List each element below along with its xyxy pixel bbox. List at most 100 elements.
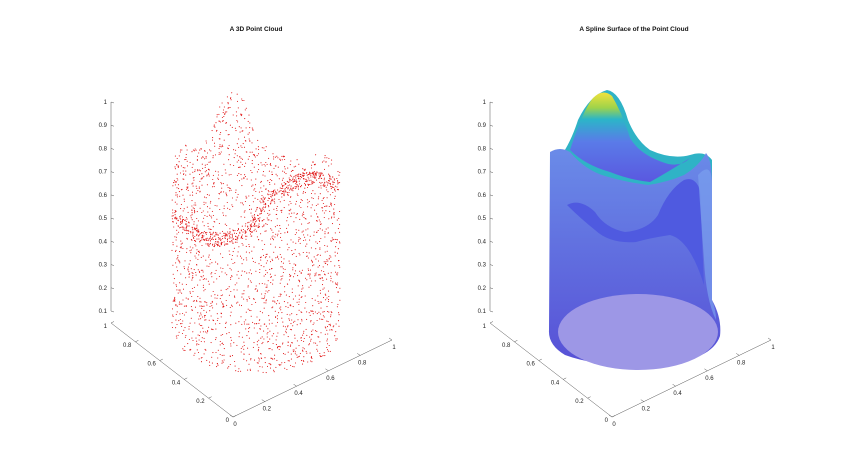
cloud-point: [271, 180, 273, 182]
cloud-point: [235, 322, 237, 324]
cloud-point: [274, 226, 276, 228]
cloud-point: [204, 288, 206, 290]
cloud-point: [214, 204, 216, 207]
cloud-point: [325, 260, 327, 263]
cloud-point: [281, 312, 283, 314]
cloud-point: [274, 189, 276, 191]
cloud-point: [197, 334, 199, 336]
cloud-point: [276, 315, 278, 317]
cloud-point: [190, 217, 192, 219]
cloud-point: [185, 174, 187, 176]
cloud-point: [195, 257, 197, 259]
cloud-point: [292, 190, 294, 192]
cloud-point: [330, 240, 332, 242]
cloud-point: [218, 153, 220, 156]
cloud-point: [304, 182, 306, 184]
cloud-point: [186, 230, 188, 232]
cloud-point: [202, 278, 204, 280]
cloud-point: [276, 318, 279, 320]
cloud-point: [221, 174, 223, 177]
cloud-point: [289, 189, 291, 191]
cloud-point: [180, 243, 182, 245]
cloud-point: [241, 296, 243, 298]
cloud-point: [203, 176, 205, 178]
cloud-point: [179, 227, 181, 229]
cloud-point: [304, 168, 306, 170]
cloud-point: [247, 158, 249, 160]
cloud-point: [300, 311, 302, 313]
cloud-point: [177, 184, 179, 186]
cloud-point: [319, 289, 321, 291]
cloud-point: [314, 209, 316, 211]
cloud-point: [191, 214, 193, 216]
cloud-point: [206, 238, 208, 240]
cloud-point: [223, 191, 225, 193]
z-tick-label: 0.9: [478, 123, 487, 129]
cloud-point: [227, 207, 229, 209]
cloud-point: [300, 174, 302, 176]
cloud-point: [193, 227, 195, 229]
cloud-point: [306, 171, 308, 174]
cloud-point: [321, 207, 323, 209]
cloud-point: [255, 301, 257, 303]
cloud-point: [313, 234, 315, 236]
cloud-point: [312, 176, 314, 178]
cloud-point: [245, 127, 247, 129]
cloud-point: [283, 193, 285, 195]
cloud-point: [224, 238, 226, 240]
cloud-point: [242, 143, 244, 145]
cloud-point: [320, 307, 322, 309]
cloud-point: [279, 364, 281, 366]
cloud-point: [239, 156, 241, 158]
cloud-point: [265, 290, 267, 292]
cloud-point: [291, 212, 293, 214]
cloud-point: [335, 241, 338, 243]
cloud-point: [328, 311, 330, 313]
cloud-point: [308, 273, 310, 275]
cloud-point: [265, 269, 267, 271]
cloud-point: [257, 164, 259, 166]
cloud-point: [179, 282, 181, 284]
cloud-point: [283, 171, 286, 173]
cloud-point: [199, 279, 201, 281]
cloud-point: [258, 283, 260, 285]
cloud-point: [179, 195, 181, 197]
cloud-point: [325, 327, 327, 329]
cloud-point: [171, 308, 174, 310]
cloud-point: [276, 213, 278, 215]
cloud-point: [304, 184, 307, 186]
cloud-point: [213, 186, 215, 188]
cloud-point: [260, 337, 262, 339]
cloud-point: [265, 286, 267, 288]
cloud-point: [244, 165, 246, 167]
cloud-point: [223, 139, 225, 141]
cloud-point: [335, 287, 338, 289]
cloud-point: [195, 228, 197, 230]
cloud-point: [229, 106, 231, 109]
cloud-point: [181, 226, 183, 228]
cloud-point: [238, 126, 240, 128]
cloud-point: [244, 225, 246, 227]
cloud-point: [245, 151, 247, 153]
cloud-point: [209, 243, 211, 245]
cloud-point: [280, 279, 282, 281]
cloud-point: [308, 343, 311, 345]
cloud-point: [230, 343, 232, 345]
cloud-point: [238, 321, 240, 323]
cloud-point: [261, 336, 263, 338]
cloud-point: [181, 216, 184, 218]
cloud-point: [201, 177, 203, 179]
cloud-point: [270, 243, 272, 245]
cloud-point: [217, 234, 219, 236]
cloud-point: [338, 264, 340, 267]
cloud-point: [271, 236, 273, 238]
z-tick-label: 0.8: [478, 146, 487, 152]
cloud-point: [196, 249, 198, 251]
cloud-point: [309, 273, 311, 275]
cloud-point: [203, 278, 206, 280]
cloud-point: [339, 242, 341, 244]
cloud-point: [182, 348, 184, 350]
cloud-point: [326, 157, 328, 159]
cloud-point: [330, 272, 332, 274]
cloud-point: [290, 202, 292, 204]
